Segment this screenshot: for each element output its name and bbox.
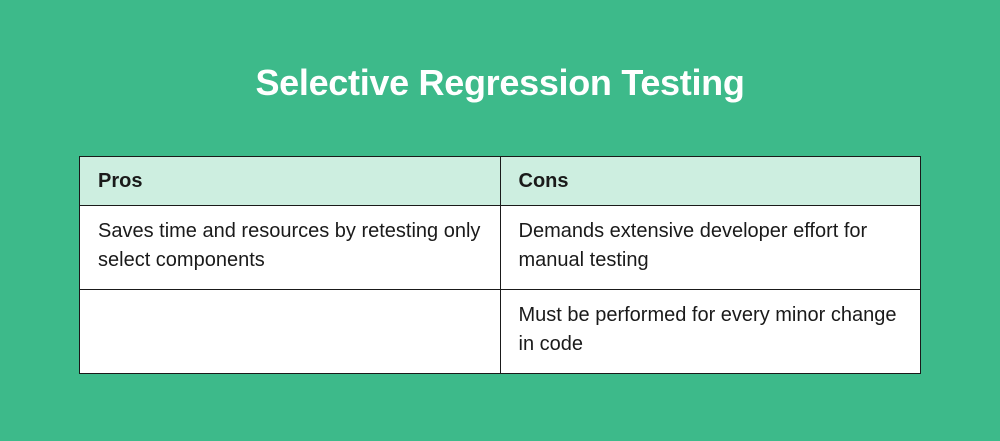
cons-cell: Demands extensive developer effort for m…	[499, 205, 921, 290]
page-title: Selective Regression Testing	[255, 62, 745, 103]
table-header-row: Pros Cons	[79, 156, 921, 206]
cons-cell: Must be performed for every minor change…	[499, 289, 921, 374]
pros-cons-table: Pros Cons Saves time and resources by re…	[79, 156, 921, 374]
table-row: Must be performed for every minor change…	[79, 289, 921, 374]
table-row: Saves time and resources by retesting on…	[79, 205, 921, 290]
header-pros: Pros	[79, 156, 501, 206]
pros-cell	[79, 289, 501, 374]
pros-cell: Saves time and resources by retesting on…	[79, 205, 501, 290]
header-cons: Cons	[499, 156, 921, 206]
